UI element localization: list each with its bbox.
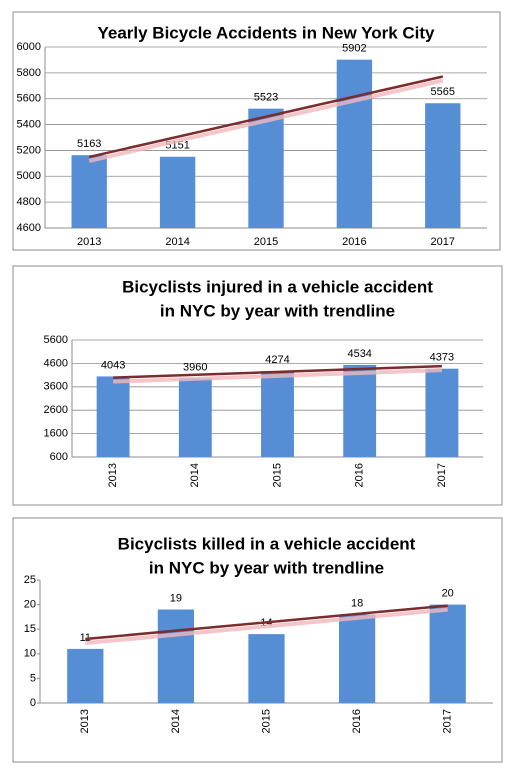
x-tick-label: 2016 (342, 236, 366, 248)
bar (336, 59, 373, 228)
y-tick-label: 4600 (44, 357, 68, 369)
x-tick-label: 2017 (442, 709, 454, 733)
trendline (113, 364, 442, 379)
bar (343, 364, 377, 457)
trendline-shadow (85, 607, 448, 646)
x-tick-label: 2013 (107, 463, 119, 487)
x-tick-label: 2016 (354, 463, 366, 487)
chart-title: Bicyclists killed in a vehicle accident (118, 534, 416, 553)
y-tick-label: 4600 (17, 222, 41, 234)
bar (429, 604, 466, 703)
y-tick-label: 0 (30, 697, 36, 709)
y-tick-label: 5 (30, 672, 36, 684)
x-tick-label: 2015 (271, 463, 283, 487)
bar (178, 378, 212, 457)
y-tick-label: 5400 (17, 118, 41, 130)
data-label: 3960 (183, 361, 207, 373)
chart-title: in NYC by year with trendline (149, 558, 384, 577)
y-tick-label: 5800 (17, 67, 41, 79)
bar (96, 376, 130, 457)
chart-title: in NYC by year with trendline (160, 301, 395, 320)
trendline (85, 604, 448, 641)
data-label: 5902 (342, 43, 366, 55)
bar (425, 368, 459, 457)
x-tick-label: 2015 (260, 709, 272, 733)
data-label: 19 (170, 592, 182, 604)
y-tick-label: 600 (50, 451, 68, 463)
x-tick-label: 2015 (254, 236, 278, 248)
y-tick-label: 6000 (17, 41, 41, 53)
bar (67, 648, 104, 703)
data-label: 4534 (347, 348, 371, 360)
data-label: 4043 (101, 359, 125, 371)
y-tick-label: 3600 (44, 381, 68, 393)
bar (261, 371, 294, 457)
x-tick-label: 2013 (77, 236, 101, 248)
trendline-shadow (113, 368, 442, 384)
bar (248, 634, 285, 703)
bar (248, 108, 284, 228)
bar (71, 155, 107, 228)
bar (157, 609, 195, 703)
x-tick-label: 2016 (351, 709, 363, 733)
bar (425, 103, 461, 228)
y-tick-label: 5600 (44, 334, 68, 346)
y-tick-label: 5600 (17, 93, 41, 105)
y-tick-label: 15 (24, 623, 36, 635)
data-label: 5523 (254, 92, 278, 104)
data-label: 20 (442, 588, 454, 600)
y-tick-label: 2600 (44, 404, 68, 416)
trendline (88, 75, 444, 159)
x-tick-label: 2014 (189, 463, 201, 487)
chart-title: Bicyclists injured in a vehicle accident (122, 277, 433, 296)
x-tick-label: 2013 (79, 709, 91, 733)
x-tick-label: 2017 (431, 236, 455, 248)
bar (159, 156, 196, 228)
data-label: 5565 (431, 86, 455, 98)
x-tick-label: 2017 (436, 463, 448, 487)
chart-panel (12, 265, 503, 506)
y-tick-label: 4800 (17, 196, 41, 208)
data-label: 18 (351, 597, 363, 609)
chart-title: Yearly Bicycle Accidents in New York Cit… (97, 23, 435, 42)
y-tick-label: 25 (24, 574, 36, 586)
x-tick-label: 2014 (165, 236, 189, 248)
y-tick-label: 20 (24, 599, 36, 611)
y-tick-label: 5000 (17, 170, 41, 182)
y-tick-label: 1600 (44, 428, 68, 440)
data-label: 5163 (77, 138, 101, 150)
trendline-shadow (88, 78, 444, 163)
y-tick-label: 10 (24, 648, 36, 660)
y-tick-label: 5200 (17, 144, 41, 156)
bar (338, 614, 376, 703)
x-tick-label: 2014 (170, 709, 182, 733)
data-label: 4274 (265, 354, 289, 366)
data-label: 4373 (430, 352, 454, 364)
